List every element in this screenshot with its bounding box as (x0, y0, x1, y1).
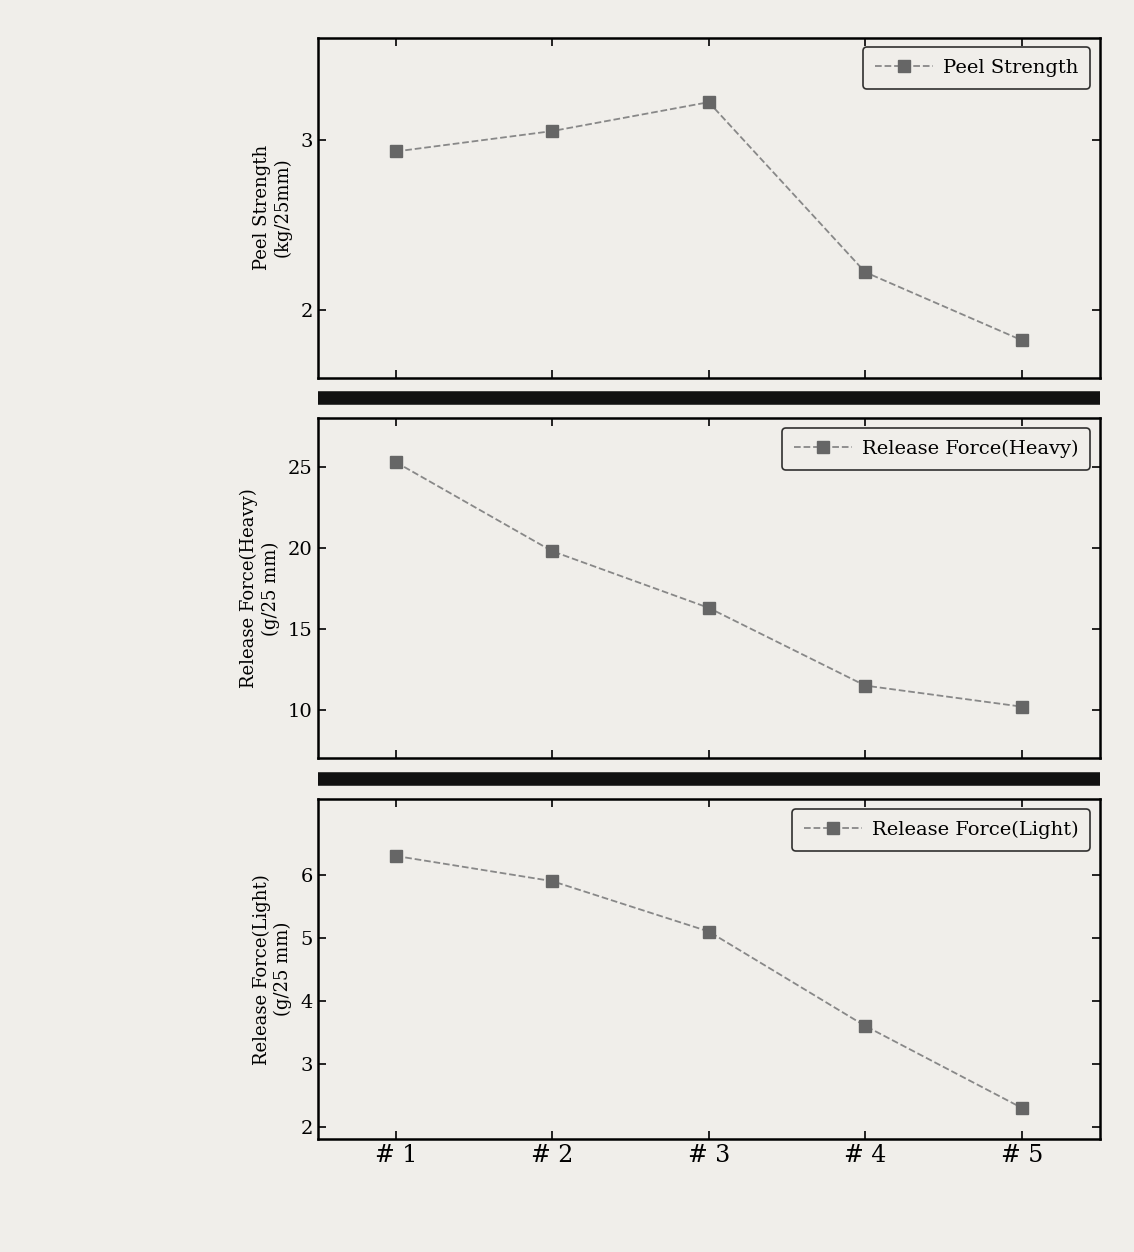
Legend: Peel Strength: Peel Strength (863, 48, 1090, 89)
Release Force(Heavy) (389, 454, 403, 470)
Peel Strength (389, 144, 403, 159)
Release Force(Light) (858, 1018, 872, 1033)
Release Force(Heavy) (1015, 699, 1029, 714)
Release Force(Light) (702, 924, 716, 939)
Peel Strength (702, 95, 716, 110)
Y-axis label: Peel Strength
(kg/25mm): Peel Strength (kg/25mm) (253, 145, 291, 270)
Release Force(Heavy) (858, 679, 872, 694)
Legend: Release Force(Heavy): Release Force(Heavy) (782, 428, 1090, 470)
Line: Release Force(Heavy): Release Force(Heavy) (389, 456, 1029, 712)
Peel Strength (545, 124, 559, 139)
Peel Strength (858, 264, 872, 279)
Release Force(Heavy) (702, 601, 716, 616)
Release Force(Light) (545, 874, 559, 889)
Release Force(Light) (389, 849, 403, 864)
Line: Release Force(Light): Release Force(Light) (389, 850, 1029, 1114)
Line: Peel Strength: Peel Strength (389, 96, 1029, 347)
Y-axis label: Release Force(Heavy)
(g/25 mm): Release Force(Heavy) (g/25 mm) (240, 488, 280, 689)
Release Force(Heavy) (545, 543, 559, 558)
Legend: Release Force(Light): Release Force(Light) (793, 809, 1090, 850)
Peel Strength (1015, 333, 1029, 348)
Y-axis label: Release Force(Light)
(g/25 mm): Release Force(Light) (g/25 mm) (253, 874, 291, 1064)
Release Force(Light) (1015, 1101, 1029, 1116)
